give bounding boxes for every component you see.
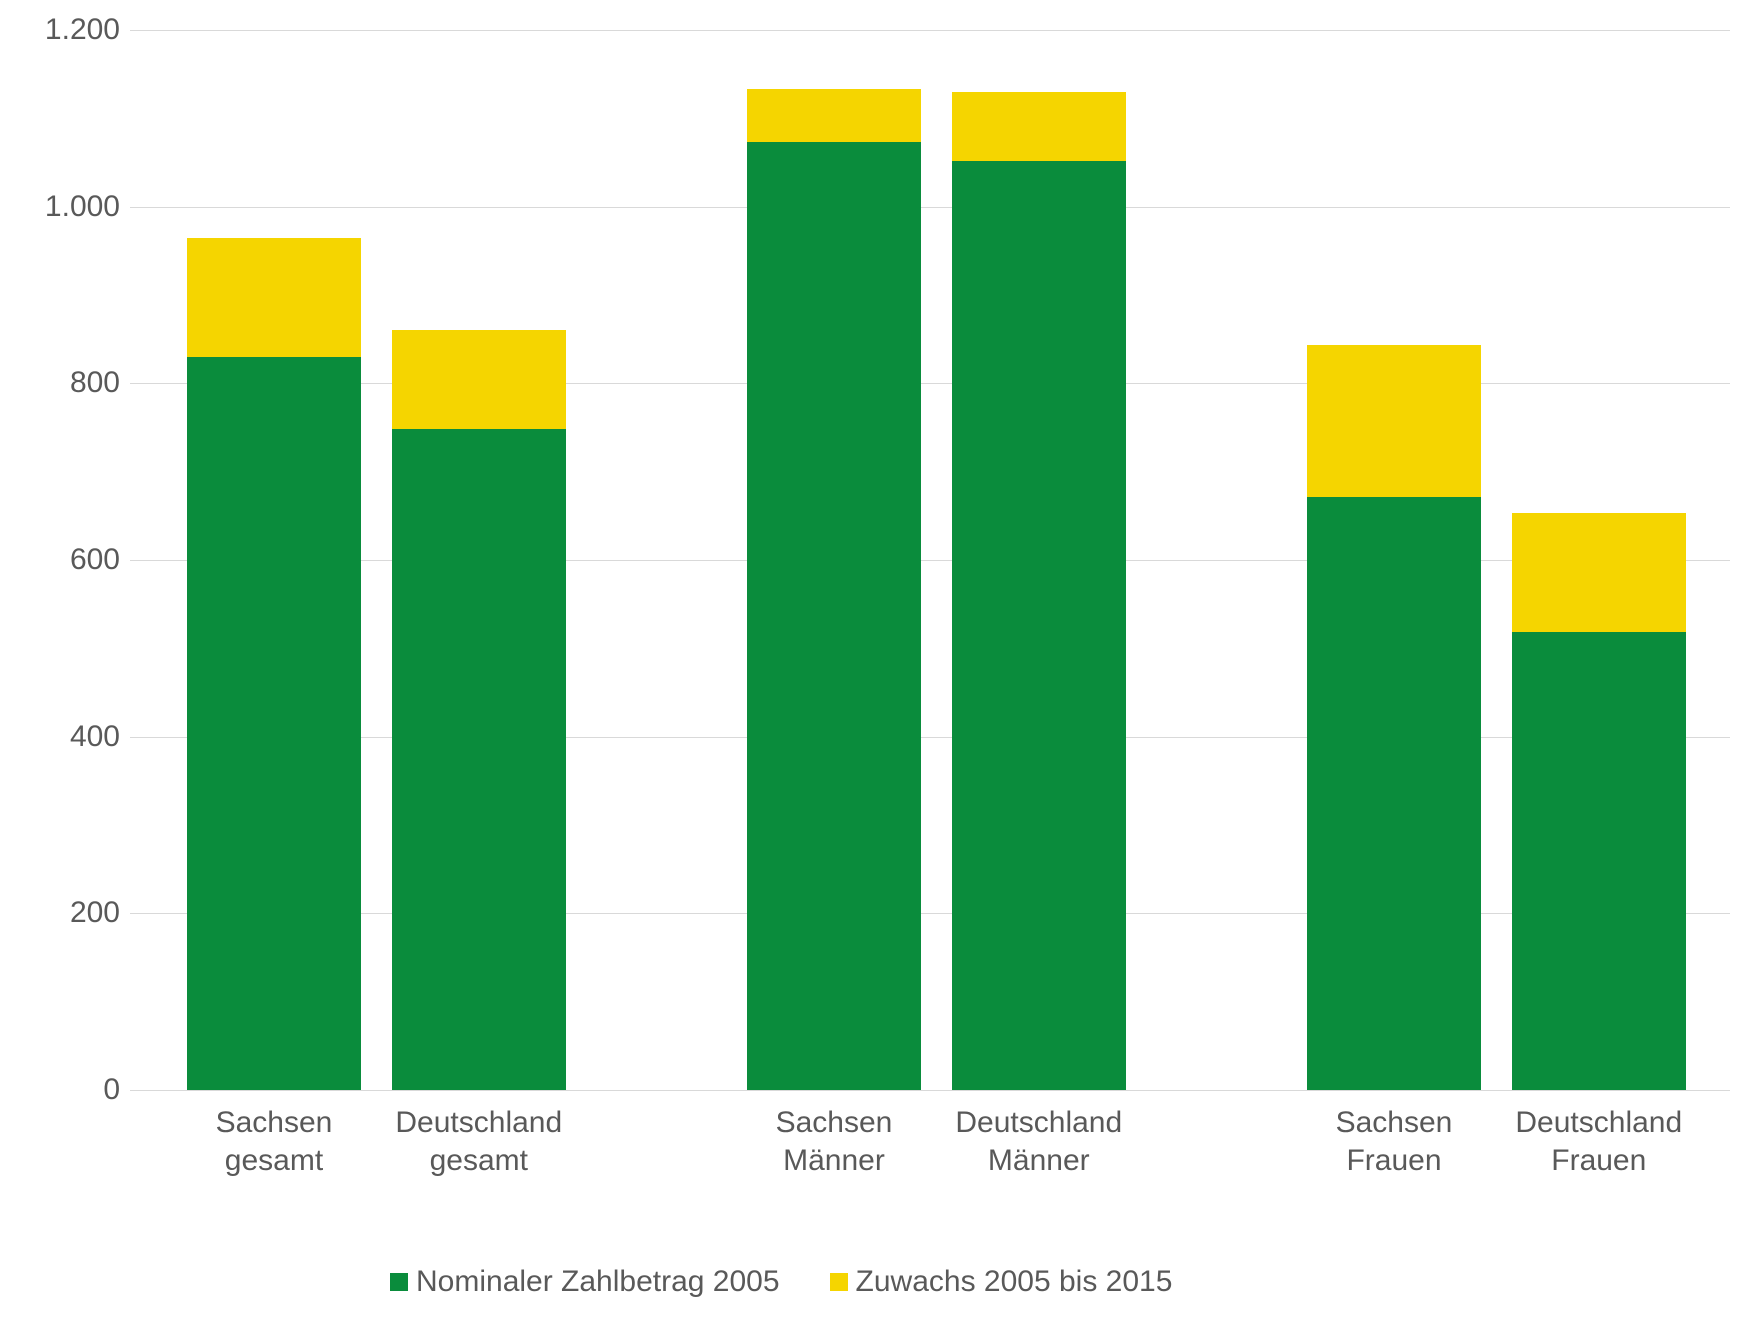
legend-swatch — [390, 1273, 408, 1291]
x-axis-label-line2: Männer — [922, 1142, 1156, 1180]
x-axis-label: Deutschlandgesamt — [362, 1104, 596, 1179]
y-tick-label: 400 — [70, 720, 130, 754]
x-axis-label-line2: Männer — [717, 1142, 951, 1180]
bar-segment-base — [952, 161, 1126, 1090]
x-axis-label-line1: Sachsen — [157, 1104, 391, 1142]
gridline — [130, 207, 1730, 208]
x-axis-label-line1: Deutschland — [1482, 1104, 1716, 1142]
gridline — [130, 560, 1730, 561]
x-axis-label-line2: gesamt — [362, 1142, 596, 1180]
bar — [392, 330, 566, 1090]
legend-item: Nominaler Zahlbetrag 2005 — [390, 1265, 780, 1299]
x-axis-label-line2: gesamt — [157, 1142, 391, 1180]
bar-segment-growth — [187, 238, 361, 357]
y-tick-label: 800 — [70, 366, 130, 400]
y-tick-label: 200 — [70, 896, 130, 930]
y-tick-label: 0 — [103, 1073, 130, 1107]
bar — [747, 89, 921, 1090]
x-axis-label: SachsenFrauen — [1277, 1104, 1511, 1179]
bar — [1512, 513, 1686, 1090]
legend: Nominaler Zahlbetrag 2005 Zuwachs 2005 bi… — [390, 1265, 1172, 1299]
stacked-bar-chart: 02004006008001.0001.200SachsengesamtDeut… — [0, 0, 1760, 1327]
legend-swatch — [830, 1273, 848, 1291]
bar — [187, 238, 361, 1090]
bar-segment-growth — [1307, 345, 1481, 497]
bar-segment-base — [1307, 497, 1481, 1090]
x-axis-label: SachsenMänner — [717, 1104, 951, 1179]
y-tick-label: 1.000 — [45, 190, 130, 224]
bar-segment-base — [187, 357, 361, 1090]
bar-segment-base — [1512, 632, 1686, 1090]
x-axis-label-line1: Deutschland — [362, 1104, 596, 1142]
legend-label: Nominaler Zahlbetrag 2005 — [416, 1265, 780, 1299]
legend-label: Zuwachs 2005 bis 2015 — [856, 1265, 1173, 1299]
x-axis-label-line1: Sachsen — [1277, 1104, 1511, 1142]
bar-segment-base — [392, 429, 566, 1090]
y-tick-label: 1.200 — [45, 13, 130, 47]
y-tick-label: 600 — [70, 543, 130, 577]
bar — [952, 92, 1126, 1090]
gridline — [130, 1090, 1730, 1091]
x-axis-label: DeutschlandFrauen — [1482, 1104, 1716, 1179]
bar-segment-growth — [747, 89, 921, 142]
plot-area: 02004006008001.0001.200 — [130, 30, 1730, 1090]
gridline — [130, 737, 1730, 738]
x-axis-label-line2: Frauen — [1277, 1142, 1511, 1180]
x-axis-label: DeutschlandMänner — [922, 1104, 1156, 1179]
bar-segment-growth — [1512, 513, 1686, 632]
gridline — [130, 30, 1730, 31]
bar — [1307, 345, 1481, 1090]
x-axis-label-line1: Sachsen — [717, 1104, 951, 1142]
x-axis-label-line2: Frauen — [1482, 1142, 1716, 1180]
legend-item: Zuwachs 2005 bis 2015 — [830, 1265, 1173, 1299]
bar-segment-base — [747, 142, 921, 1090]
x-axis-label: Sachsengesamt — [157, 1104, 391, 1179]
x-axis-label-line1: Deutschland — [922, 1104, 1156, 1142]
gridline — [130, 913, 1730, 914]
gridline — [130, 383, 1730, 384]
bar-segment-growth — [392, 330, 566, 429]
bar-segment-growth — [952, 92, 1126, 161]
